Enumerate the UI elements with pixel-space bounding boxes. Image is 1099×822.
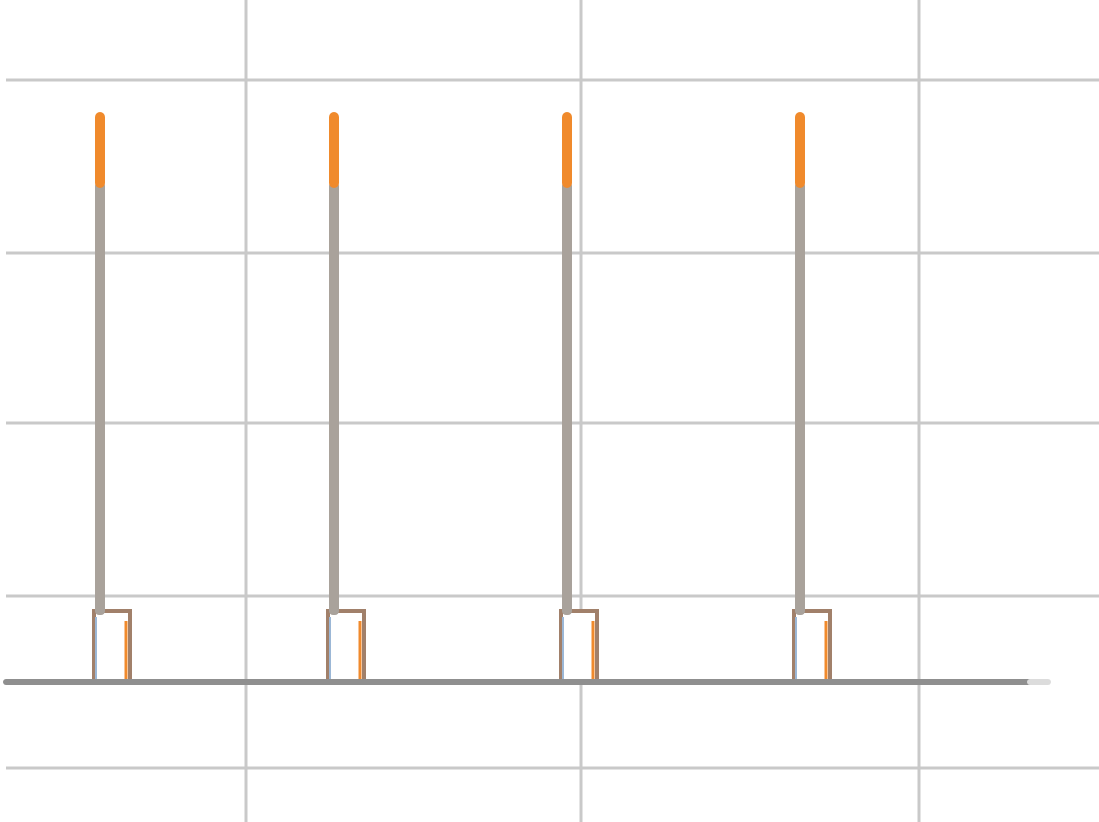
grid	[6, 0, 1099, 822]
pulse	[92, 112, 132, 684]
pulse-stem	[795, 182, 805, 615]
pulse-base-box	[92, 609, 132, 684]
pulse-train	[92, 112, 832, 684]
pulse-tip	[562, 112, 572, 188]
pulse-stem	[329, 182, 339, 615]
pulse-tip	[95, 112, 105, 188]
pulse-tip	[795, 112, 805, 188]
pulse-base-box	[559, 609, 599, 684]
pulse	[792, 112, 832, 684]
pulse	[559, 112, 599, 684]
pulse-stem	[95, 182, 105, 615]
pulse-tip	[329, 112, 339, 188]
pulse-stem	[562, 182, 572, 615]
